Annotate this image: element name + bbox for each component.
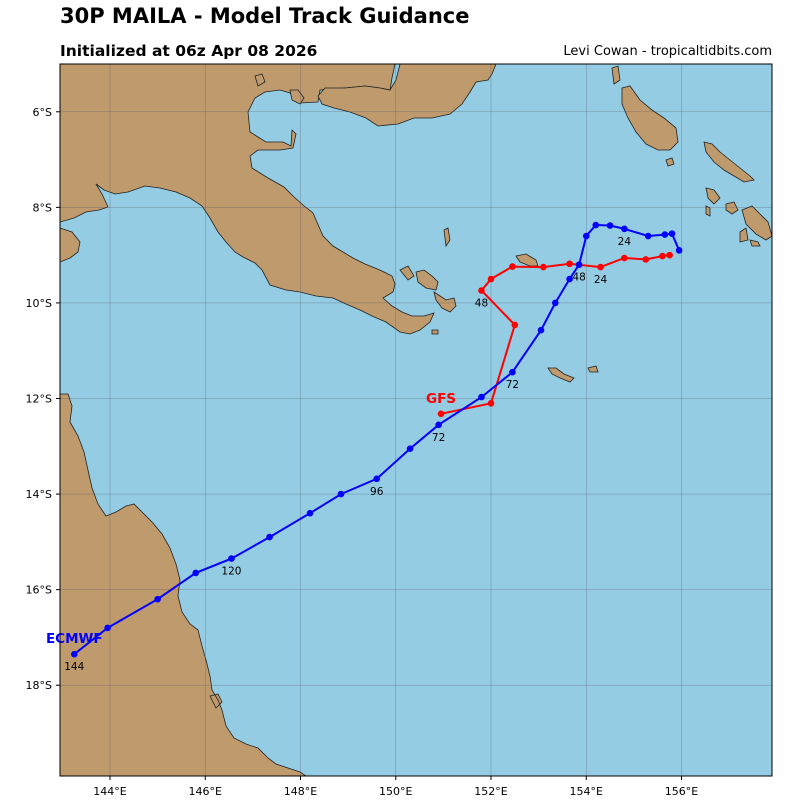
land-coral-reefs bbox=[547, 365, 599, 383]
gfs-track-point bbox=[597, 263, 604, 271]
land-louisiades bbox=[399, 227, 457, 335]
ecmwf-track-point bbox=[192, 569, 200, 577]
lon-tick-label: 152°E bbox=[474, 785, 507, 798]
ecmwf-track-point bbox=[228, 555, 235, 562]
ecmwf-track-point bbox=[644, 232, 652, 240]
gfs-track-point bbox=[437, 410, 445, 418]
gfs-track-point bbox=[642, 256, 650, 263]
land-png-west-cape bbox=[60, 227, 81, 263]
lat-tick-label: 18°S bbox=[26, 679, 52, 692]
land-solomons bbox=[703, 141, 772, 247]
ecmwf-track-point bbox=[668, 230, 676, 237]
gfs-track-point bbox=[478, 287, 485, 294]
ecmwf-track-point bbox=[306, 509, 314, 517]
gfs-track-point bbox=[566, 260, 573, 268]
land-bougainville bbox=[611, 65, 679, 167]
ecmwf-forecast-hour-label: 144 bbox=[64, 661, 84, 673]
ecmwf-track-point bbox=[537, 326, 545, 334]
gfs-track-point bbox=[666, 251, 673, 259]
ecmwf-forecast-hour-label: 24 bbox=[618, 236, 632, 248]
gfs-track-point bbox=[540, 263, 547, 271]
ecmwf-track-point bbox=[435, 421, 442, 429]
tracks: 24 48 GFS 24 48 72 72 96 120 144 ECMWF bbox=[46, 221, 683, 673]
gfs-track-point bbox=[659, 252, 666, 260]
ecmwf-track-point bbox=[154, 595, 161, 603]
lon-tick-label: 156°E bbox=[665, 785, 698, 798]
land-layer bbox=[60, 64, 772, 776]
gfs-track-point bbox=[487, 275, 495, 283]
ecmwf-track-point bbox=[675, 247, 683, 254]
ecmwf-track-point bbox=[661, 231, 669, 238]
lon-tick-label: 146°E bbox=[189, 785, 222, 798]
ecmwf-track-point bbox=[337, 490, 345, 498]
lat-tick-label: 12°S bbox=[26, 392, 52, 405]
land-manus-area bbox=[254, 73, 305, 105]
ecmwf-track-point bbox=[575, 261, 583, 268]
ecmwf-track-point bbox=[566, 275, 573, 283]
ecmwf-track-point bbox=[70, 650, 78, 658]
lat-tick-label: 8°S bbox=[33, 201, 52, 214]
gfs-model-label: GFS bbox=[426, 391, 456, 407]
land-australia bbox=[60, 393, 307, 776]
lat-tick-label: 10°S bbox=[26, 297, 52, 310]
ecmwf-track-point bbox=[406, 445, 414, 452]
lon-tick-label: 154°E bbox=[570, 785, 603, 798]
track-ecmwf: 24 48 72 72 96 120 144 ECMWF bbox=[46, 221, 683, 673]
credit-text: Levi Cowan - tropicaltidbits.com bbox=[563, 44, 772, 59]
lat-tick-label: 6°S bbox=[33, 106, 52, 119]
gfs-track-point bbox=[621, 254, 628, 262]
gfs-forecast-hour-label: 48 bbox=[475, 298, 488, 310]
ecmwf-track-point bbox=[509, 368, 516, 376]
ecmwf-track-point bbox=[478, 393, 485, 401]
ecmwf-track-point bbox=[592, 221, 600, 229]
ecmwf-track-point bbox=[606, 222, 614, 229]
ecmwf-forecast-hour-label: 96 bbox=[370, 486, 384, 498]
axis-ticks: 144°E 146°E 148°E 150°E 152°E 154°E 156°E 6°S 8°… bbox=[26, 106, 699, 798]
map-frame bbox=[59, 63, 773, 777]
track-gfs: 24 48 GFS bbox=[426, 251, 673, 418]
ecmwf-track-point bbox=[266, 533, 273, 541]
grid bbox=[60, 64, 772, 776]
map-title: 30P MAILA - Model Track Guidance bbox=[60, 4, 470, 28]
ecmwf-track-point bbox=[104, 624, 111, 632]
ecmwf-track-point bbox=[552, 299, 559, 307]
lon-tick-label: 144°E bbox=[93, 785, 126, 798]
lon-tick-label: 148°E bbox=[284, 785, 317, 798]
ecmwf-forecast-hour-label: 48 bbox=[572, 272, 585, 284]
ecmwf-track-point bbox=[621, 225, 628, 233]
ecmwf-forecast-hour-label: 120 bbox=[221, 566, 241, 578]
ecmwf-model-label: ECMWF bbox=[46, 631, 103, 647]
ecmwf-forecast-hour-label: 72 bbox=[506, 379, 519, 391]
lat-tick-label: 14°S bbox=[26, 488, 52, 501]
land-new-guinea bbox=[60, 64, 435, 335]
land-rossel bbox=[515, 253, 539, 267]
land-new-britain bbox=[317, 64, 497, 127]
ecmwf-forecast-hour-label: 72 bbox=[432, 432, 445, 444]
init-time: Initialized at 06z Apr 08 2026 bbox=[60, 42, 318, 60]
gfs-track-point bbox=[487, 399, 495, 407]
ecmwf-track-point bbox=[373, 475, 381, 483]
lat-tick-label: 16°S bbox=[26, 584, 52, 597]
gfs-forecast-hour-label: 24 bbox=[594, 274, 608, 286]
ecmwf-track-point bbox=[582, 232, 590, 240]
gfs-track-point bbox=[509, 263, 516, 270]
lon-tick-label: 150°E bbox=[379, 785, 412, 798]
gfs-track-point bbox=[511, 321, 519, 329]
